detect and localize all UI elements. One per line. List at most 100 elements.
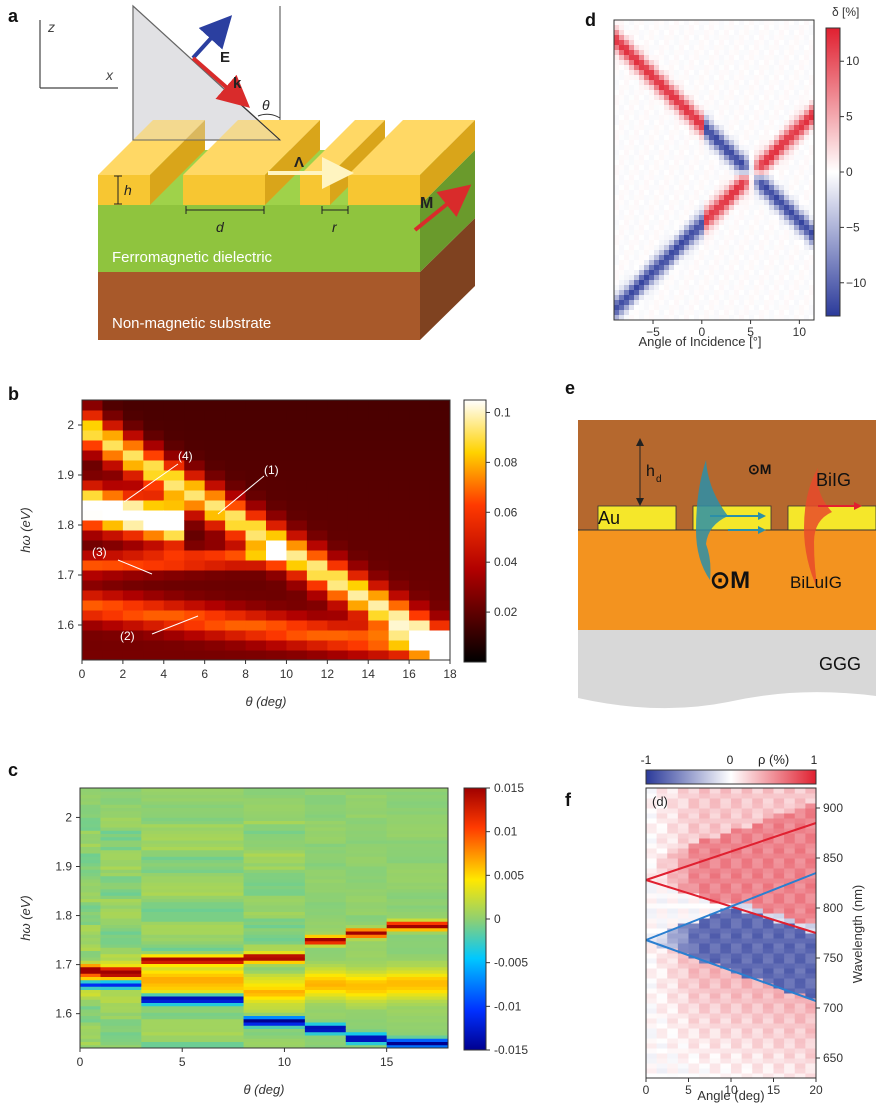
heatmap-cell: [720, 1008, 732, 1014]
heatmap-cell: [794, 1043, 806, 1049]
heatmap-cell: [794, 873, 806, 879]
heatmap-cell: [773, 933, 785, 939]
heatmap-cell: [734, 145, 740, 151]
heatmap-cell: [659, 225, 665, 231]
heatmap-cell: [794, 1028, 806, 1034]
heatmap-cell: [667, 953, 679, 959]
heatmap-cell: [784, 90, 790, 96]
heatmap-cell: [789, 280, 795, 286]
heatmap-cell: [799, 40, 805, 46]
heatmap-cell: [754, 195, 760, 201]
heatmap-cell: [709, 958, 721, 964]
heatmap-cell: [684, 215, 690, 221]
heatmap-cell: [759, 195, 765, 201]
heatmap-cell: [709, 918, 721, 924]
heatmap-cell: [674, 195, 680, 201]
heatmap-cell: [805, 1068, 817, 1074]
k-vector-label: k: [233, 75, 242, 92]
heatmap-cell: [141, 989, 245, 994]
heatmap-cell: [674, 40, 680, 46]
heatmap-cell: [304, 794, 347, 799]
heatmap-cell: [794, 300, 800, 306]
heatmap-cell: [80, 853, 101, 857]
heatmap-cell: [225, 460, 247, 471]
heatmap-cell: [669, 200, 675, 206]
heatmap-cell: [734, 310, 740, 316]
heatmap-cell: [659, 100, 665, 106]
heatmap-cell: [784, 978, 796, 984]
heatmap-cell: [720, 1053, 732, 1059]
heatmap-cell: [754, 160, 760, 166]
heatmap-cell: [779, 315, 785, 321]
heatmap-cell: [345, 999, 388, 1003]
heatmap-cell: [388, 430, 410, 441]
heatmap-cell: [764, 205, 770, 211]
heatmap-cell: [286, 510, 308, 521]
heatmap-cell: [729, 70, 735, 76]
heatmap-cell: [749, 220, 755, 226]
heatmap-cell: [243, 1035, 306, 1039]
heatmap-cell: [386, 866, 449, 870]
heatmap-cell: [141, 862, 245, 867]
heatmap-cell: [677, 788, 689, 794]
heatmap-cell: [80, 989, 101, 994]
heatmap-cell: [646, 898, 658, 904]
heatmap-cell: [804, 170, 810, 176]
heatmap-cell: [799, 145, 805, 151]
heatmap-cell: [699, 978, 711, 984]
heatmap-cell: [762, 793, 774, 799]
heatmap-cell: [409, 550, 431, 561]
heatmap-cell: [694, 25, 700, 31]
heatmap-cell: [677, 903, 689, 909]
heatmap-cell: [619, 100, 625, 106]
heatmap-cell: [805, 1038, 817, 1044]
heatmap-cell: [634, 230, 640, 236]
heatmap-cell: [799, 255, 805, 261]
heatmap-cell: [739, 150, 745, 156]
heatmap-cell: [784, 210, 790, 216]
heatmap-cell: [614, 260, 620, 266]
heatmap-cell: [347, 560, 369, 571]
heatmap-cell: [759, 250, 765, 256]
heatmap-cell: [789, 265, 795, 271]
heatmap-cell: [368, 620, 390, 631]
heatmap-cell: [659, 80, 665, 86]
heatmap-cell: [409, 510, 431, 521]
heatmap-cell: [720, 938, 732, 944]
heatmap-cell: [100, 983, 142, 987]
heatmap-cell: [659, 250, 665, 256]
heatmap-cell: [243, 996, 306, 1000]
heatmap-cell: [749, 300, 755, 306]
heatmap-cell: [243, 840, 306, 844]
heatmap-cell: [429, 590, 451, 601]
layer-ggg: [578, 630, 876, 709]
heatmap-cell: [744, 155, 750, 161]
heatmap-cell: [774, 60, 780, 66]
heatmap-cell: [667, 923, 679, 929]
heatmap-cell: [619, 315, 625, 321]
heatmap-cell: [704, 125, 710, 131]
heatmap-cell: [386, 940, 449, 945]
heatmap-cell: [141, 788, 245, 792]
heatmap-cell: [644, 90, 650, 96]
heatmap-cell: [739, 255, 745, 261]
heatmap-cell: [754, 155, 760, 161]
heatmap-cell: [304, 1018, 347, 1023]
heatmap-cell: [614, 190, 620, 196]
heatmap-cell: [674, 265, 680, 271]
heatmap-cell: [794, 140, 800, 146]
heatmap-cell: [804, 120, 810, 126]
heatmap-cell: [720, 943, 732, 949]
heatmap-cell: [639, 130, 645, 136]
heatmap-cell: [694, 80, 700, 86]
heatmap-cell: [709, 160, 715, 166]
heatmap-cell: [784, 260, 790, 266]
heatmap-cell: [619, 145, 625, 151]
heatmap-cell: [744, 130, 750, 136]
heatmap-cell: [754, 305, 760, 311]
heatmap-cell: [619, 230, 625, 236]
heatmap-cell: [634, 65, 640, 71]
heatmap-cell: [664, 105, 670, 111]
heatmap-cell: [659, 60, 665, 66]
heatmap-cell: [664, 315, 670, 321]
